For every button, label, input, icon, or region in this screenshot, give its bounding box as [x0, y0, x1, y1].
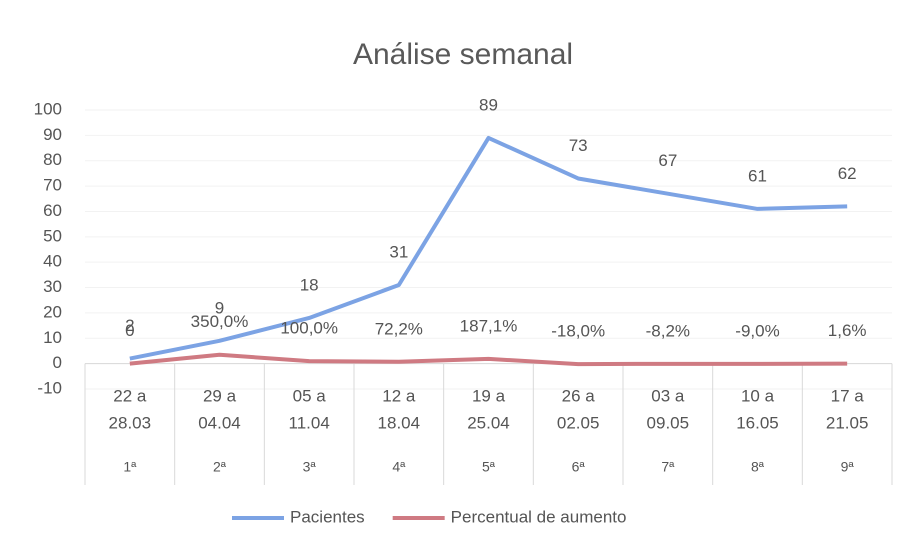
x-tick-label: 16.05	[736, 413, 779, 432]
chart-title: Análise semanal	[353, 38, 573, 71]
y-tick-label: 0	[53, 353, 62, 372]
y-tick-label: 70	[43, 176, 62, 195]
x-tick-label: 02.05	[557, 413, 600, 432]
x-group-label: 8ª	[751, 459, 765, 475]
x-group-label: 6ª	[572, 459, 586, 475]
data-label: 67	[658, 151, 677, 170]
line	[129, 135, 848, 361]
y-tick-label: 80	[43, 150, 62, 169]
x-tick-label: 10 a	[741, 386, 775, 405]
y-tick-label: 40	[43, 252, 62, 271]
y-tick-label: -10	[37, 378, 62, 397]
data-label: 61	[748, 166, 767, 185]
x-tick-label: 28.03	[109, 413, 152, 432]
data-label: 187,1%	[460, 316, 518, 335]
data-label: -8,2%	[646, 321, 690, 340]
data-label: -9,0%	[735, 321, 779, 340]
data-label: 350,0%	[191, 312, 249, 331]
x-tick-label: 25.04	[467, 413, 510, 432]
x-group-label: 2ª	[213, 459, 227, 475]
y-tick-label: 20	[43, 302, 62, 321]
x-tick-label: 03 a	[651, 386, 685, 405]
y-tick-label: 90	[43, 125, 62, 144]
data-label: 89	[479, 95, 498, 114]
data-label: 2	[125, 316, 134, 335]
legend-label: Percentual de aumento	[451, 507, 627, 526]
data-label: 0	[125, 321, 134, 340]
data-label: 18	[300, 275, 319, 294]
data-label: 31	[389, 242, 408, 261]
x-tick-label: 05 a	[293, 386, 327, 405]
x-group-label: 9ª	[841, 459, 855, 475]
x-tick-label: 09.05	[647, 413, 690, 432]
x-tick-label: 19 a	[472, 386, 506, 405]
x-tick-label: 21.05	[826, 413, 869, 432]
x-group-label: 5ª	[482, 459, 496, 475]
data-label: 1,6%	[828, 321, 867, 340]
data-label: 73	[569, 136, 588, 155]
x-tick-label: 12 a	[382, 386, 416, 405]
y-tick-label: 60	[43, 201, 62, 220]
x-tick-label: 11.04	[289, 413, 330, 432]
line	[129, 352, 848, 367]
x-group-label: 7ª	[661, 459, 675, 475]
data-label: -18,0%	[551, 322, 605, 341]
x-group-label: 4ª	[392, 459, 406, 475]
data-label: 9	[215, 298, 224, 317]
data-label: 62	[838, 164, 857, 183]
x-tick-label: 26 a	[562, 386, 596, 405]
y-tick-label: 50	[43, 226, 62, 245]
data-label: 100,0%	[280, 319, 338, 338]
x-tick-label: 17 a	[831, 386, 865, 405]
legend-label: Pacientes	[290, 507, 365, 526]
x-tick-label: 29 a	[203, 386, 237, 405]
y-tick-label: 10	[43, 328, 62, 347]
y-tick-label: 100	[34, 99, 62, 118]
x-tick-label: 18.04	[378, 413, 421, 432]
x-group-label: 1ª	[123, 459, 137, 475]
x-group-label: 3ª	[303, 459, 317, 475]
data-label: 72,2%	[375, 319, 423, 338]
y-tick-label: 30	[43, 277, 62, 296]
x-tick-label: 04.04	[198, 413, 241, 432]
x-tick-label: 22 a	[113, 386, 147, 405]
